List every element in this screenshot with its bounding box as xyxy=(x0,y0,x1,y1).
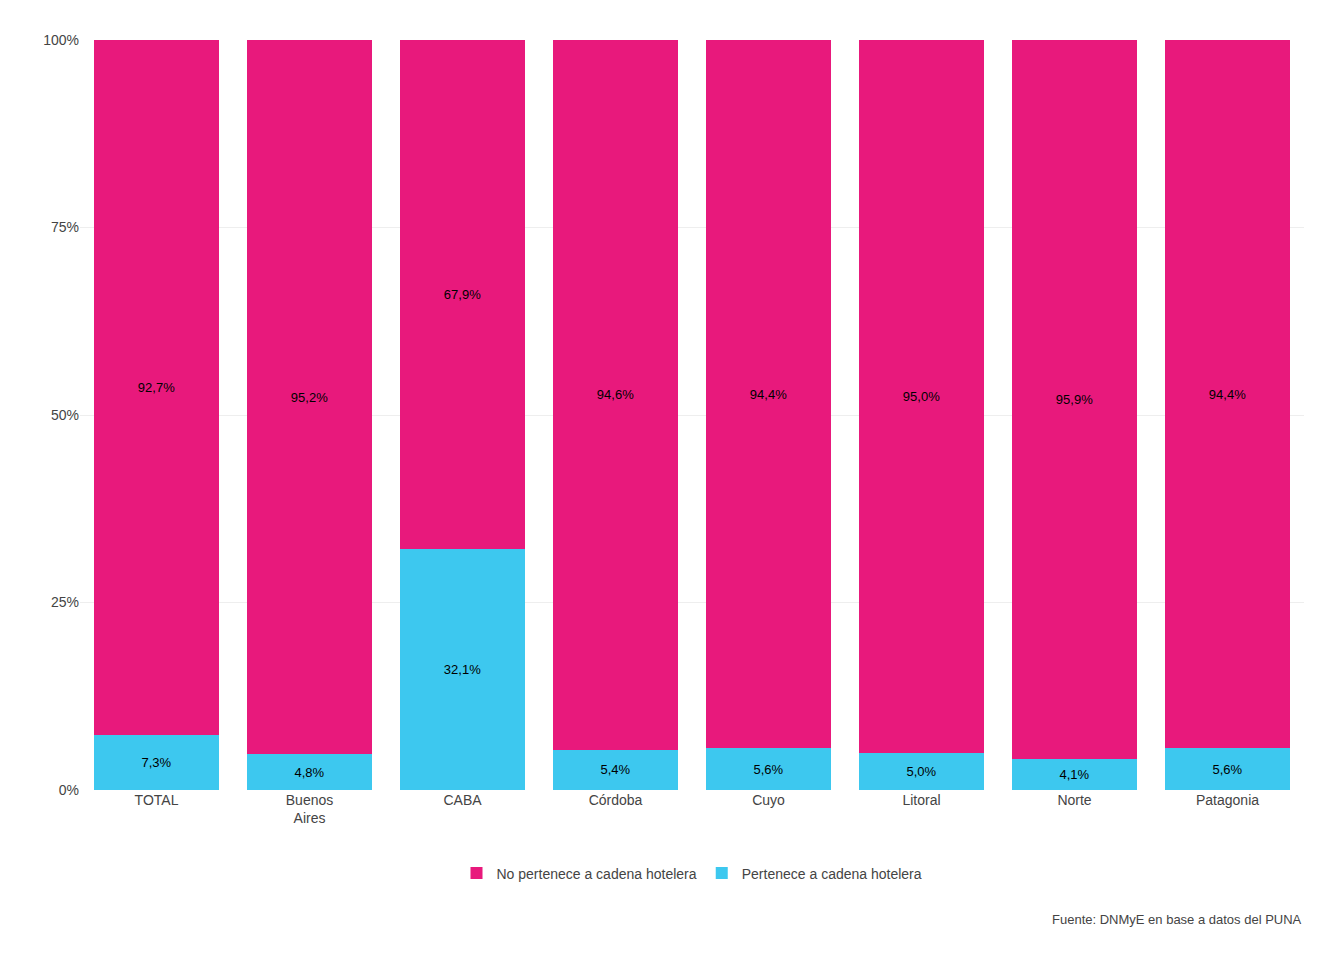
svg-text:5,4%: 5,4% xyxy=(600,762,630,777)
svg-text:95,2%: 95,2% xyxy=(291,390,328,405)
svg-text:CABA: CABA xyxy=(443,792,482,808)
svg-text:Patagonia: Patagonia xyxy=(1196,792,1259,808)
svg-text:95,0%: 95,0% xyxy=(903,389,940,404)
svg-text:7,3%: 7,3% xyxy=(141,755,171,770)
svg-text:BuenosAires: BuenosAires xyxy=(286,792,333,826)
svg-text:94,4%: 94,4% xyxy=(1209,387,1246,402)
svg-text:94,6%: 94,6% xyxy=(597,387,634,402)
svg-text:4,1%: 4,1% xyxy=(1059,767,1089,782)
svg-text:Litoral: Litoral xyxy=(902,792,940,808)
svg-text:4,8%: 4,8% xyxy=(294,765,324,780)
svg-text:TOTAL: TOTAL xyxy=(135,792,179,808)
svg-text:5,6%: 5,6% xyxy=(1212,762,1242,777)
svg-text:50%: 50% xyxy=(51,407,79,423)
svg-text:0%: 0% xyxy=(59,782,79,798)
svg-text:25%: 25% xyxy=(51,594,79,610)
svg-text:Cuyo: Cuyo xyxy=(752,792,785,808)
svg-text:67,9%: 67,9% xyxy=(444,287,481,302)
svg-text:94,4%: 94,4% xyxy=(750,387,787,402)
svg-text:5,6%: 5,6% xyxy=(753,762,783,777)
svg-text:100%: 100% xyxy=(43,32,79,48)
svg-text:95,9%: 95,9% xyxy=(1056,392,1093,407)
svg-text:92,7%: 92,7% xyxy=(138,380,175,395)
svg-text:Pertenece a cadena hotelera: Pertenece a cadena hotelera xyxy=(742,866,922,882)
svg-text:Fuente: DNMyE en base a datos: Fuente: DNMyE en base a datos del PUNA xyxy=(1052,912,1302,927)
svg-text:No pertenece a cadena hotelera: No pertenece a cadena hotelera xyxy=(497,866,697,882)
svg-text:75%: 75% xyxy=(51,219,79,235)
svg-text:Norte: Norte xyxy=(1057,792,1091,808)
svg-text:32,1%: 32,1% xyxy=(444,662,481,677)
svg-text:5,0%: 5,0% xyxy=(906,764,936,779)
svg-text:Córdoba: Córdoba xyxy=(589,792,643,808)
